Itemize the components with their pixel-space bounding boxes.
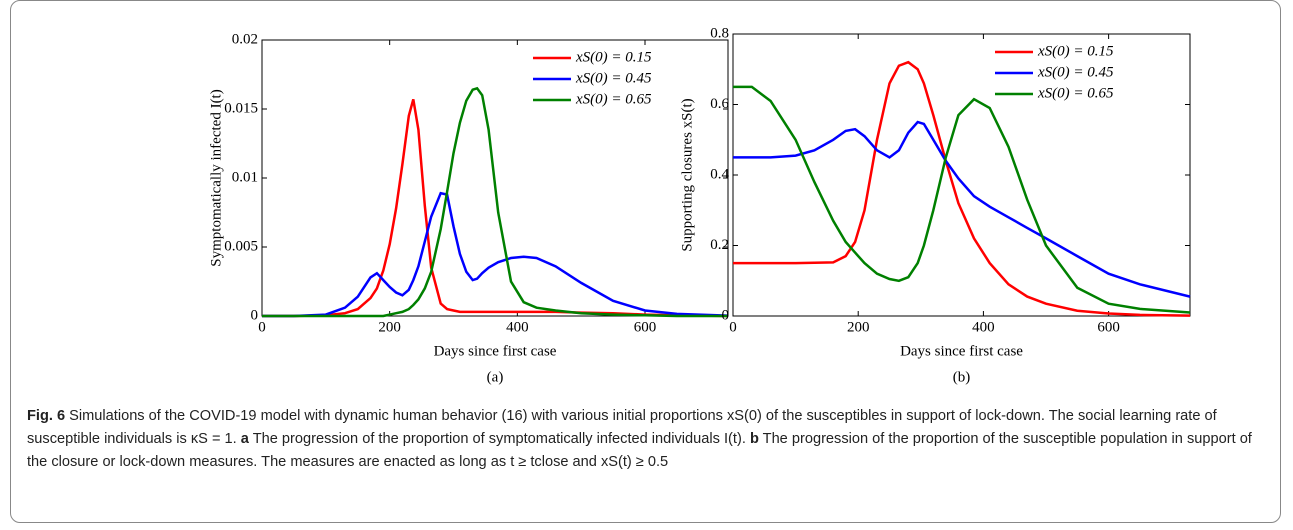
y-tick-label: 0.8 (710, 25, 729, 41)
line (262, 191, 729, 318)
caption-item-text: The progression of the proportion of sym… (252, 431, 746, 447)
figure-frame (10, 0, 1281, 523)
line (262, 98, 729, 318)
legend-label: xS(0) = 0.65 (1037, 85, 1114, 101)
line (733, 60, 1191, 317)
legend-label: xS(0) = 0.45 (575, 70, 652, 86)
y-tick-label: 0 (251, 307, 259, 323)
legend-label: xS(0) = 0.15 (1037, 43, 1114, 59)
panel-label: (b) (953, 369, 971, 385)
y-tick-label: 0.2 (710, 237, 729, 253)
panel-label: (a) (487, 369, 504, 385)
x-axis-label: Days since first case (900, 343, 1023, 359)
x-tick-label: 600 (1097, 319, 1120, 335)
caption: Fig. 6 Simulations of the COVID-19 model… (27, 405, 1272, 474)
x-tick-label: 200 (847, 319, 870, 335)
caption-item-text: The progression of the proportion of the… (27, 431, 1252, 470)
y-tick-label: 0.02 (232, 31, 258, 47)
legend-label: xS(0) = 0.45 (1037, 64, 1114, 80)
caption-label: Fig. 6 (27, 408, 66, 424)
x-tick-label: 400 (506, 319, 529, 335)
y-tick-label: 0.6 (710, 96, 729, 112)
x-tick-label: 0 (258, 319, 266, 335)
x-tick-label: 600 (634, 319, 657, 335)
y-axis-label: Symptomatically infected I(t) (208, 89, 224, 266)
y-tick-label: 0.005 (224, 238, 258, 254)
line (262, 86, 728, 318)
caption-item-label: a (240, 431, 249, 447)
y-axis-label: Supporting closures xS(t) (679, 98, 695, 251)
line (733, 85, 1191, 314)
x-tick-label: 200 (378, 319, 401, 335)
caption-text: Simulations of the COVID-19 model with d… (27, 408, 1217, 447)
line (733, 120, 1191, 298)
figure: 0 200 400 600 0 0.005 0.01 0.015 0.02 Days since … (208, 25, 1191, 385)
x-axis-label: Days since first case (434, 343, 557, 359)
x-tick-label: 0 (729, 319, 737, 335)
y-tick-label: 0.4 (710, 166, 729, 182)
x-tick-label: 400 (972, 319, 995, 335)
y-tick-label: 0 (722, 307, 730, 323)
plot-area (732, 33, 1191, 317)
y-tick-label: 0.015 (224, 100, 258, 116)
caption-item-label: b (749, 431, 759, 447)
legend-label: xS(0) = 0.15 (575, 49, 652, 65)
legend-label: xS(0) = 0.65 (575, 91, 652, 107)
y-tick-label: 0.01 (232, 169, 258, 185)
